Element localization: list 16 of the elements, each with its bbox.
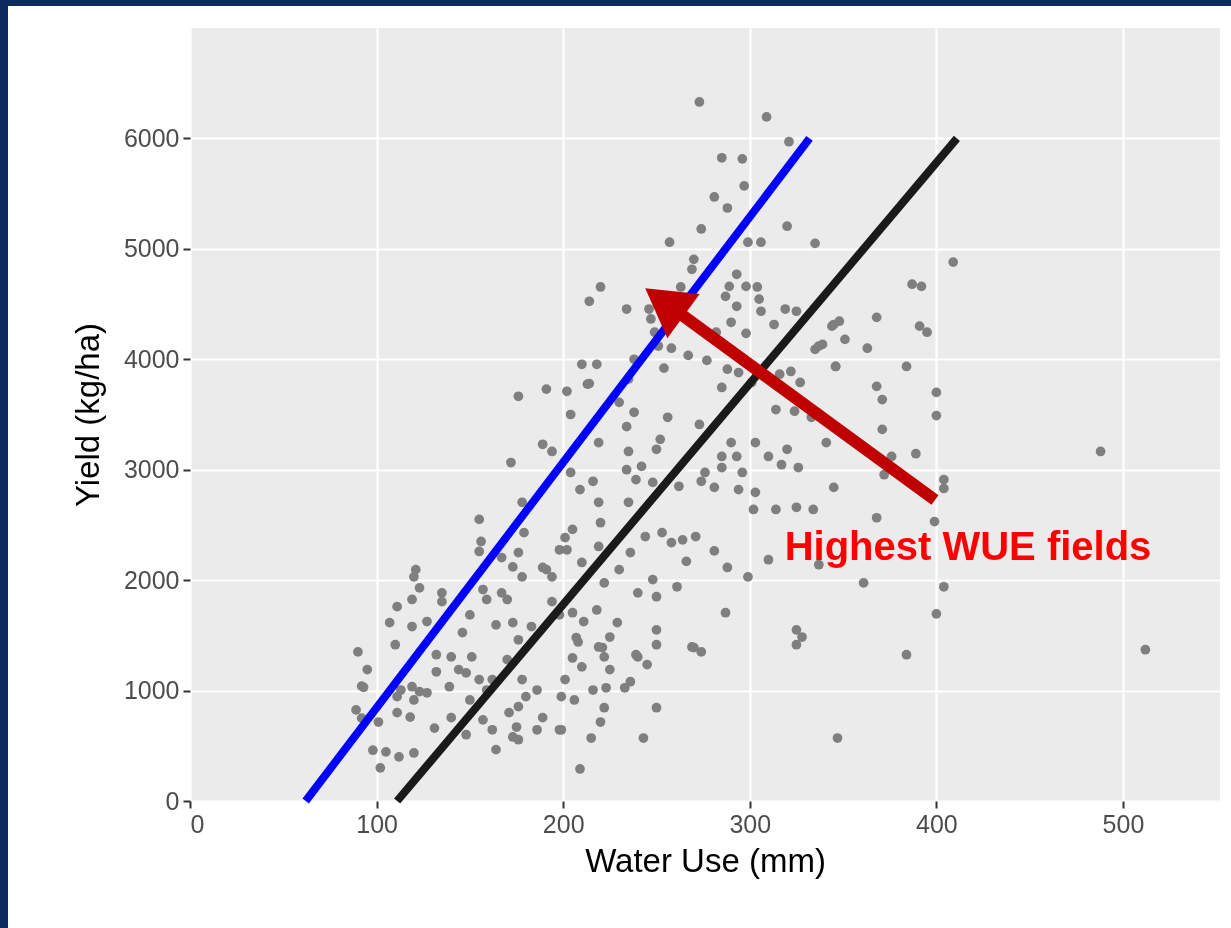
y-tick-label: 3000: [123, 455, 180, 484]
y-axis-title: Yield (kg/ha): [68, 322, 106, 508]
annotation: Highest WUE fields: [784, 524, 1152, 568]
x-tick-label: 100: [356, 809, 398, 838]
y-tick-label: 6000: [123, 123, 180, 152]
x-axis-title: Water Use (mm): [585, 841, 826, 879]
y-tick-label: 0: [165, 786, 180, 815]
x-tick-label: 300: [729, 809, 772, 838]
y-tick-label: 5000: [123, 234, 180, 263]
x-tick-label: 500: [1102, 809, 1145, 838]
y-tick-label: 2000: [123, 565, 180, 594]
y-tick-label: 1000: [123, 676, 180, 705]
x-tick-label: 400: [916, 809, 958, 838]
x-tick-label: 0: [190, 809, 205, 838]
x-tick-label: 200: [542, 809, 585, 838]
y-tick-label: 4000: [123, 344, 180, 373]
